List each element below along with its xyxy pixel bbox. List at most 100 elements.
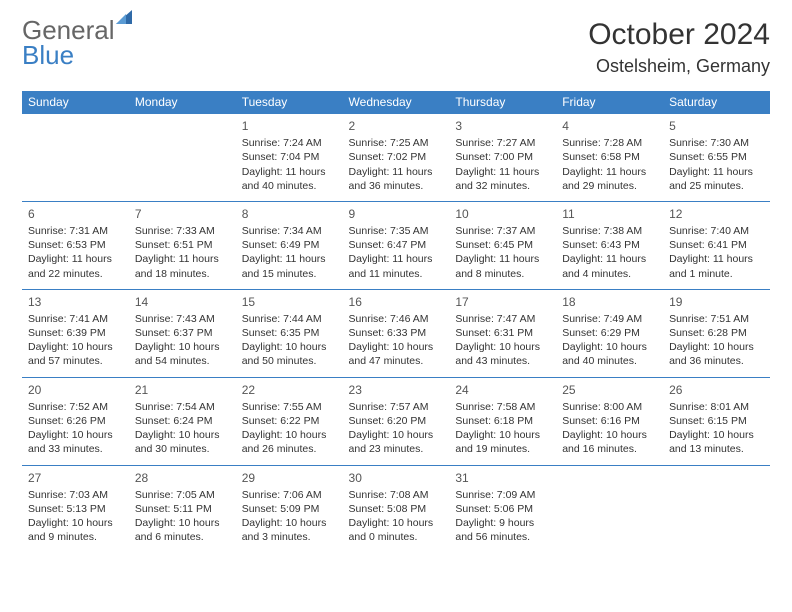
calendar-cell: 3Sunrise: 7:27 AMSunset: 7:00 PMDaylight… xyxy=(449,114,556,202)
calendar-cell: 7Sunrise: 7:33 AMSunset: 6:51 PMDaylight… xyxy=(129,201,236,289)
day-number: 2 xyxy=(349,118,444,134)
sunset-line: Sunset: 7:00 PM xyxy=(455,150,550,164)
daylight-line: Daylight: 10 hours and 43 minutes. xyxy=(455,340,550,368)
day-number: 15 xyxy=(242,294,337,310)
calendar-cell: 31Sunrise: 7:09 AMSunset: 5:06 PMDayligh… xyxy=(449,465,556,552)
calendar-row: 1Sunrise: 7:24 AMSunset: 7:04 PMDaylight… xyxy=(22,114,770,202)
calendar-cell: 19Sunrise: 7:51 AMSunset: 6:28 PMDayligh… xyxy=(663,289,770,377)
calendar-row: 13Sunrise: 7:41 AMSunset: 6:39 PMDayligh… xyxy=(22,289,770,377)
sunset-line: Sunset: 6:24 PM xyxy=(135,414,230,428)
sunrise-line: Sunrise: 7:52 AM xyxy=(28,400,123,414)
daylight-line: Daylight: 10 hours and 33 minutes. xyxy=(28,428,123,456)
day-number: 17 xyxy=(455,294,550,310)
day-number: 10 xyxy=(455,206,550,222)
sunrise-line: Sunrise: 7:37 AM xyxy=(455,224,550,238)
day-number: 4 xyxy=(562,118,657,134)
sunset-line: Sunset: 6:43 PM xyxy=(562,238,657,252)
calendar-cell: 10Sunrise: 7:37 AMSunset: 6:45 PMDayligh… xyxy=(449,201,556,289)
day-number: 3 xyxy=(455,118,550,134)
logo: GeneralBlue xyxy=(22,18,132,67)
day-number: 25 xyxy=(562,382,657,398)
calendar-row: 20Sunrise: 7:52 AMSunset: 6:26 PMDayligh… xyxy=(22,377,770,465)
daylight-line: Daylight: 10 hours and 3 minutes. xyxy=(242,516,337,544)
day-number: 6 xyxy=(28,206,123,222)
sunrise-line: Sunrise: 7:05 AM xyxy=(135,488,230,502)
sunrise-line: Sunrise: 7:27 AM xyxy=(455,136,550,150)
sunrise-line: Sunrise: 7:33 AM xyxy=(135,224,230,238)
weekday-header-row: SundayMondayTuesdayWednesdayThursdayFrid… xyxy=(22,91,770,114)
sunset-line: Sunset: 6:53 PM xyxy=(28,238,123,252)
daylight-line: Daylight: 10 hours and 36 minutes. xyxy=(669,340,764,368)
day-number: 18 xyxy=(562,294,657,310)
calendar-cell: 25 Sunrise: 8:00 AMSunset: 6:16 PMDayligh… xyxy=(556,377,663,465)
daylight-line: Daylight: 10 hours and 9 minutes. xyxy=(28,516,123,544)
sunset-line: Sunset: 6:45 PM xyxy=(455,238,550,252)
daylight-line: Daylight: 10 hours and 54 minutes. xyxy=(135,340,230,368)
sunset-line: Sunset: 6:41 PM xyxy=(669,238,764,252)
sunset-line: Sunset: 6:18 PM xyxy=(455,414,550,428)
calendar-cell: 30Sunrise: 7:08 AMSunset: 5:08 PMDayligh… xyxy=(343,465,450,552)
sunset-line: Sunset: 6:49 PM xyxy=(242,238,337,252)
sunset-line: Sunset: 6:37 PM xyxy=(135,326,230,340)
sunset-line: Sunset: 6:47 PM xyxy=(349,238,444,252)
sunrise-line: Sunrise: 7:41 AM xyxy=(28,312,123,326)
sunrise-line: Sunrise: 7:28 AM xyxy=(562,136,657,150)
daylight-line: Daylight: 10 hours and 30 minutes. xyxy=(135,428,230,456)
sunrise-line: Sunrise: 8:00 AM xyxy=(562,400,657,414)
calendar-cell: 22Sunrise: 7:55 AMSunset: 6:22 PMDayligh… xyxy=(236,377,343,465)
sunrise-line: Sunrise: 7:54 AM xyxy=(135,400,230,414)
day-number: 24 xyxy=(455,382,550,398)
calendar-cell: 26Sunrise: 8:01 AMSunset: 6:15 PMDayligh… xyxy=(663,377,770,465)
calendar-cell: 14Sunrise: 7:43 AMSunset: 6:37 PMDayligh… xyxy=(129,289,236,377)
calendar-row: 6Sunrise: 7:31 AMSunset: 6:53 PMDaylight… xyxy=(22,201,770,289)
sunrise-line: Sunrise: 7:55 AM xyxy=(242,400,337,414)
month-title: October 2024 xyxy=(588,18,770,52)
daylight-line: Daylight: 10 hours and 40 minutes. xyxy=(562,340,657,368)
daylight-line: Daylight: 10 hours and 57 minutes. xyxy=(28,340,123,368)
weekday-header: Friday xyxy=(556,91,663,114)
sunrise-line: Sunrise: 7:25 AM xyxy=(349,136,444,150)
day-number: 23 xyxy=(349,382,444,398)
calendar-cell: 17Sunrise: 7:47 AMSunset: 6:31 PMDayligh… xyxy=(449,289,556,377)
sunset-line: Sunset: 6:28 PM xyxy=(669,326,764,340)
logo-text-2: Blue xyxy=(22,40,74,70)
calendar-cell: 8Sunrise: 7:34 AMSunset: 6:49 PMDaylight… xyxy=(236,201,343,289)
daylight-line: Daylight: 11 hours and 11 minutes. xyxy=(349,252,444,280)
sunset-line: Sunset: 6:20 PM xyxy=(349,414,444,428)
calendar-row: 27Sunrise: 7:03 AMSunset: 5:13 PMDayligh… xyxy=(22,465,770,552)
sunrise-line: Sunrise: 7:31 AM xyxy=(28,224,123,238)
sunrise-line: Sunrise: 7:49 AM xyxy=(562,312,657,326)
sunset-line: Sunset: 5:13 PM xyxy=(28,502,123,516)
sunrise-line: Sunrise: 7:24 AM xyxy=(242,136,337,150)
calendar-cell xyxy=(556,465,663,552)
day-number: 27 xyxy=(28,470,123,486)
weekday-header: Wednesday xyxy=(343,91,450,114)
sunset-line: Sunset: 6:58 PM xyxy=(562,150,657,164)
calendar-table: SundayMondayTuesdayWednesdayThursdayFrid… xyxy=(22,91,770,552)
sunset-line: Sunset: 6:15 PM xyxy=(669,414,764,428)
calendar-cell: 28Sunrise: 7:05 AMSunset: 5:11 PMDayligh… xyxy=(129,465,236,552)
daylight-line: Daylight: 11 hours and 15 minutes. xyxy=(242,252,337,280)
sunrise-line: Sunrise: 7:08 AM xyxy=(349,488,444,502)
daylight-line: Daylight: 11 hours and 40 minutes. xyxy=(242,165,337,193)
day-number: 16 xyxy=(349,294,444,310)
sunrise-line: Sunrise: 7:06 AM xyxy=(242,488,337,502)
daylight-line: Daylight: 11 hours and 22 minutes. xyxy=(28,252,123,280)
calendar-cell xyxy=(663,465,770,552)
sunset-line: Sunset: 6:16 PM xyxy=(562,414,657,428)
day-number: 31 xyxy=(455,470,550,486)
sunrise-line: Sunrise: 7:40 AM xyxy=(669,224,764,238)
daylight-line: Daylight: 10 hours and 16 minutes. xyxy=(562,428,657,456)
sunset-line: Sunset: 6:31 PM xyxy=(455,326,550,340)
daylight-line: Daylight: 11 hours and 29 minutes. xyxy=(562,165,657,193)
sunset-line: Sunset: 6:35 PM xyxy=(242,326,337,340)
calendar-cell: 11Sunrise: 7:38 AMSunset: 6:43 PMDayligh… xyxy=(556,201,663,289)
sunrise-line: Sunrise: 7:58 AM xyxy=(455,400,550,414)
day-number: 8 xyxy=(242,206,337,222)
header: GeneralBlue October 2024 Ostelsheim, Ger… xyxy=(22,18,770,77)
calendar-cell: 15Sunrise: 7:44 AMSunset: 6:35 PMDayligh… xyxy=(236,289,343,377)
day-number: 21 xyxy=(135,382,230,398)
daylight-line: Daylight: 11 hours and 4 minutes. xyxy=(562,252,657,280)
daylight-line: Daylight: 10 hours and 26 minutes. xyxy=(242,428,337,456)
sunset-line: Sunset: 6:29 PM xyxy=(562,326,657,340)
